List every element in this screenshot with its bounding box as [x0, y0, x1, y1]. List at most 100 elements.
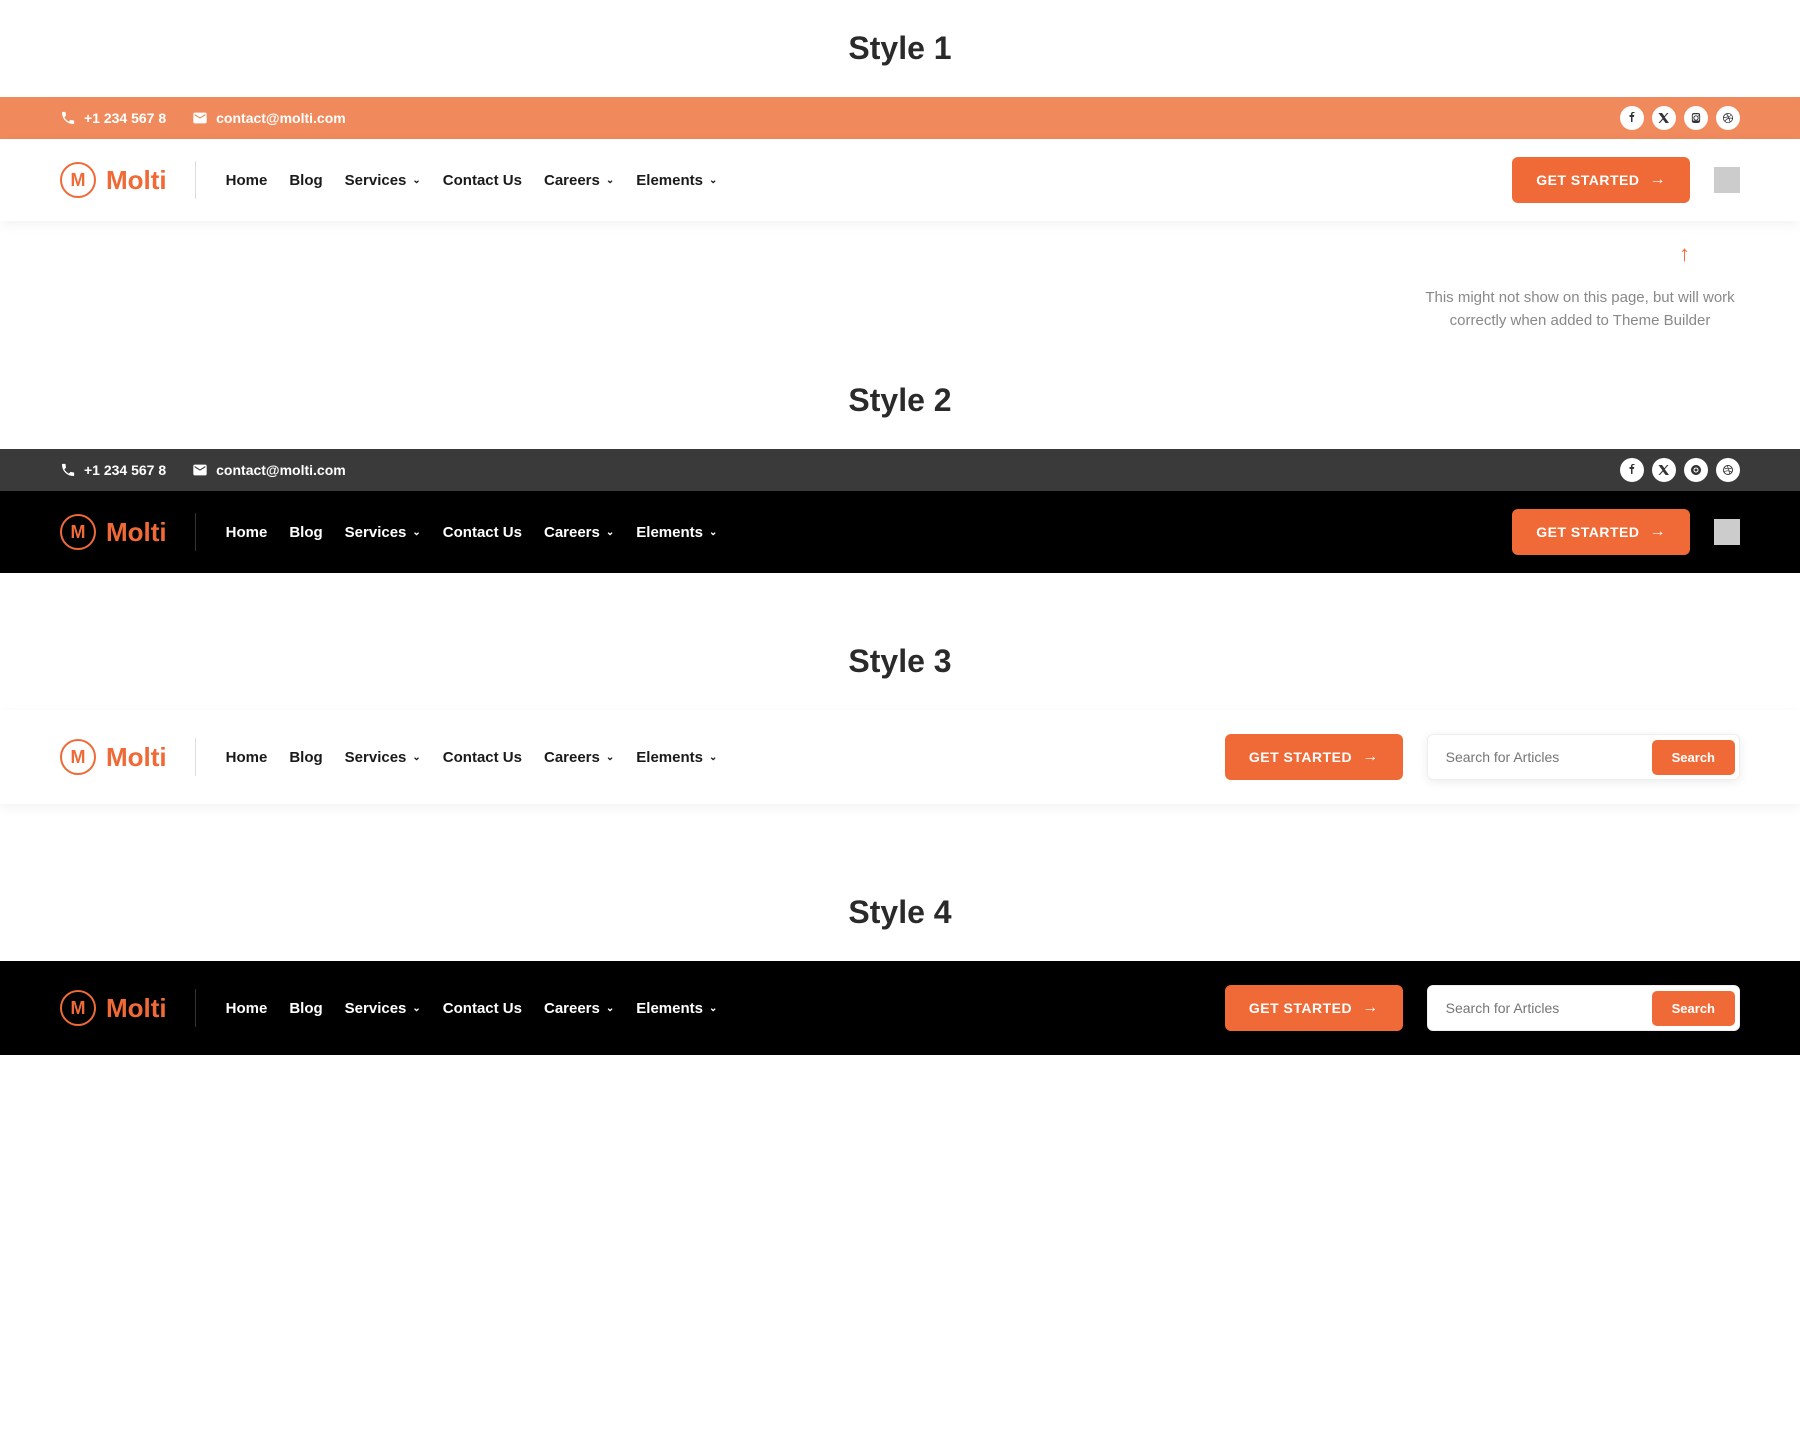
nav-careers[interactable]: Careers⌄	[544, 524, 614, 541]
nav-services[interactable]: Services⌄	[345, 1000, 421, 1017]
nav-links: Home Blog Services⌄ Contact Us Careers⌄ …	[226, 749, 718, 766]
nav-home[interactable]: Home	[226, 749, 268, 766]
logo-mark: M	[60, 990, 96, 1026]
menu-toggle[interactable]	[1714, 519, 1740, 545]
chevron-down-icon: ⌄	[606, 527, 614, 538]
logo-text: Molti	[106, 993, 167, 1024]
phone-item[interactable]: +1 234 567 8	[60, 462, 166, 478]
mainnav-style4: M Molti Home Blog Services⌄ Contact Us C…	[0, 961, 1800, 1055]
style-2-title: Style 2	[0, 352, 1800, 449]
topbar-style2: +1 234 567 8 contact@molti.com	[0, 449, 1800, 491]
nav-elements[interactable]: Elements⌄	[636, 749, 717, 766]
topbar-left: +1 234 567 8 contact@molti.com	[60, 462, 346, 478]
chevron-down-icon: ⌄	[412, 752, 420, 763]
facebook-icon[interactable]	[1620, 106, 1644, 130]
nav-elements[interactable]: Elements⌄	[636, 1000, 717, 1017]
nav-services[interactable]: Services⌄	[345, 524, 421, 541]
nav-services[interactable]: Services⌄	[345, 749, 421, 766]
topbar-style1: +1 234 567 8 contact@molti.com	[0, 97, 1800, 139]
nav-blog[interactable]: Blog	[289, 172, 322, 189]
chevron-down-icon: ⌄	[709, 752, 717, 763]
nav-careers[interactable]: Careers⌄	[544, 749, 614, 766]
logo-mark: M	[60, 739, 96, 775]
nav-contact[interactable]: Contact Us	[443, 749, 522, 766]
phone-icon	[60, 462, 76, 478]
nav-links: Home Blog Services⌄ Contact Us Careers⌄ …	[226, 1000, 718, 1017]
logo-divider	[195, 738, 196, 776]
back-to-top-button[interactable]: ↑	[1679, 241, 1690, 267]
logo-mark: M	[60, 514, 96, 550]
topbar-left: +1 234 567 8 contact@molti.com	[60, 110, 346, 126]
note-text: This might not show on this page, but wi…	[1420, 287, 1740, 332]
nav-blog[interactable]: Blog	[289, 749, 322, 766]
phone-icon	[60, 110, 76, 126]
logo-divider	[195, 513, 196, 551]
logo[interactable]: M Molti	[60, 161, 196, 199]
logo-mark: M	[60, 162, 96, 198]
arrow-right-icon: →	[1362, 999, 1379, 1017]
chevron-down-icon: ⌄	[606, 1003, 614, 1014]
get-started-button[interactable]: GET STARTED→	[1512, 157, 1690, 203]
facebook-icon[interactable]	[1620, 458, 1644, 482]
nav-careers[interactable]: Careers⌄	[544, 172, 614, 189]
get-started-button[interactable]: GET STARTED→	[1512, 509, 1690, 555]
logo-text: Molti	[106, 165, 167, 196]
logo-text: Molti	[106, 517, 167, 548]
nav-blog[interactable]: Blog	[289, 524, 322, 541]
nav-right: GET STARTED→	[1512, 509, 1740, 555]
x-icon[interactable]	[1652, 458, 1676, 482]
get-started-button[interactable]: GET STARTED→	[1225, 734, 1403, 780]
search-input[interactable]	[1432, 990, 1652, 1026]
nav-contact[interactable]: Contact Us	[443, 1000, 522, 1017]
nav-elements[interactable]: Elements⌄	[636, 172, 717, 189]
get-started-button[interactable]: GET STARTED→	[1225, 985, 1403, 1031]
logo[interactable]: M Molti	[60, 738, 196, 776]
chevron-down-icon: ⌄	[412, 527, 420, 538]
style-3-title: Style 3	[0, 613, 1800, 710]
search-input[interactable]	[1432, 739, 1652, 775]
dribbble-icon[interactable]	[1716, 458, 1740, 482]
email-text: contact@molti.com	[216, 462, 346, 478]
logo[interactable]: M Molti	[60, 513, 196, 551]
logo-text: Molti	[106, 742, 167, 773]
style-1-title: Style 1	[0, 0, 1800, 97]
email-item[interactable]: contact@molti.com	[192, 110, 346, 126]
dribbble-icon[interactable]	[1716, 106, 1740, 130]
nav-elements[interactable]: Elements⌄	[636, 524, 717, 541]
social-icons	[1620, 458, 1740, 482]
phone-text: +1 234 567 8	[84, 462, 166, 478]
x-icon[interactable]	[1652, 106, 1676, 130]
logo-divider	[195, 161, 196, 199]
nav-right: GET STARTED→	[1512, 157, 1740, 203]
instagram-icon[interactable]	[1684, 106, 1708, 130]
phone-text: +1 234 567 8	[84, 110, 166, 126]
chevron-down-icon: ⌄	[709, 1003, 717, 1014]
search-button[interactable]: Search	[1652, 991, 1735, 1026]
nav-home[interactable]: Home	[226, 524, 268, 541]
nav-blog[interactable]: Blog	[289, 1000, 322, 1017]
chevron-down-icon: ⌄	[709, 527, 717, 538]
email-text: contact@molti.com	[216, 110, 346, 126]
nav-home[interactable]: Home	[226, 172, 268, 189]
chevron-down-icon: ⌄	[709, 175, 717, 186]
search-button[interactable]: Search	[1652, 740, 1735, 775]
nav-contact[interactable]: Contact Us	[443, 524, 522, 541]
nav-home[interactable]: Home	[226, 1000, 268, 1017]
nav-careers[interactable]: Careers⌄	[544, 1000, 614, 1017]
nav-services[interactable]: Services⌄	[345, 172, 421, 189]
email-item[interactable]: contact@molti.com	[192, 462, 346, 478]
style-4-title: Style 4	[0, 864, 1800, 961]
arrow-right-icon: →	[1650, 171, 1667, 189]
menu-toggle[interactable]	[1714, 167, 1740, 193]
instagram-icon[interactable]	[1684, 458, 1708, 482]
nav-contact[interactable]: Contact Us	[443, 172, 522, 189]
chevron-down-icon: ⌄	[606, 752, 614, 763]
email-icon	[192, 462, 208, 478]
logo[interactable]: M Molti	[60, 989, 196, 1027]
chevron-down-icon: ⌄	[606, 175, 614, 186]
social-icons	[1620, 106, 1740, 130]
nav-links: Home Blog Services⌄ Contact Us Careers⌄ …	[226, 172, 718, 189]
phone-item[interactable]: +1 234 567 8	[60, 110, 166, 126]
nav-right: GET STARTED→ Search	[1225, 734, 1740, 780]
search-wrap: Search	[1427, 734, 1740, 780]
